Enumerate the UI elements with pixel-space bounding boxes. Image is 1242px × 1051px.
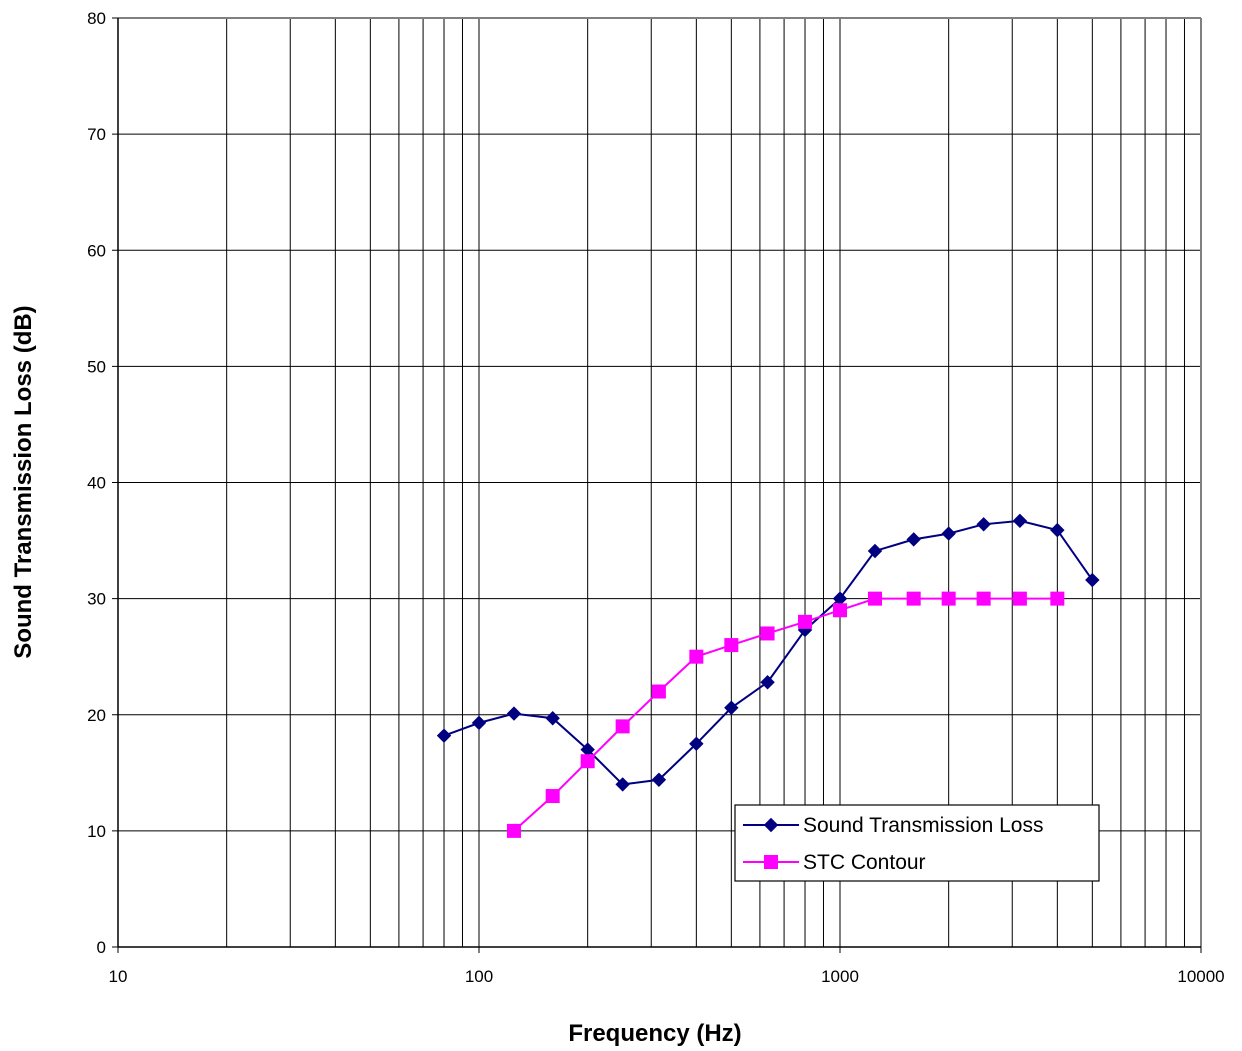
- square-marker: [506, 823, 521, 838]
- square-marker: [615, 719, 630, 734]
- square-marker: [689, 649, 704, 664]
- diamond-marker: [1085, 572, 1100, 588]
- plot-series: [436, 513, 1100, 838]
- diamond-marker: [976, 517, 991, 532]
- legend-item: STC Contour: [743, 851, 926, 874]
- diamond-marker: [1050, 522, 1065, 538]
- y-tick-label: 50: [87, 357, 106, 376]
- square-marker: [941, 591, 956, 606]
- legend-label: Sound Transmission Loss: [803, 814, 1043, 837]
- square-marker: [760, 626, 775, 641]
- square-marker: [1050, 591, 1065, 606]
- series-line: [443, 519, 1094, 786]
- square-marker: [651, 684, 666, 699]
- square-marker: [1012, 591, 1027, 606]
- square-marker: [580, 754, 595, 769]
- y-tick-label: 80: [87, 9, 106, 28]
- x-axis-title: Frequency (Hz): [568, 1020, 741, 1047]
- square-marker: [724, 638, 739, 653]
- y-tick-label: 20: [87, 706, 106, 725]
- diamond-marker: [941, 526, 956, 541]
- y-tick-label: 30: [87, 590, 106, 609]
- legend-item: Sound Transmission Loss: [743, 814, 1043, 837]
- diamond-marker: [545, 711, 560, 726]
- x-tick-label: 1000: [821, 967, 859, 986]
- diamond-marker: [867, 543, 883, 559]
- diamond-marker: [906, 532, 921, 547]
- series-sound-transmission-loss: [436, 513, 1100, 792]
- diamond-marker: [506, 706, 522, 721]
- legend: Sound Transmission Loss STC Contour: [734, 804, 1100, 882]
- y-tick-label: 0: [97, 938, 106, 957]
- x-tick-label: 10000: [1177, 967, 1224, 986]
- diamond-marker: [436, 728, 452, 743]
- legend-marker: [764, 855, 778, 869]
- series-stc-contour: [506, 591, 1065, 838]
- y-tick-label: 10: [87, 822, 106, 841]
- series-line: [513, 597, 1058, 832]
- square-marker: [867, 591, 882, 606]
- y-tick-label: 70: [87, 125, 106, 144]
- square-marker: [833, 603, 847, 618]
- square-marker: [976, 591, 991, 606]
- square-marker: [798, 614, 813, 629]
- diamond-marker: [615, 777, 630, 792]
- legend-marker: [763, 817, 779, 833]
- diamond-marker: [724, 700, 739, 715]
- y-axis-title: Sound Transmission Loss (dB): [10, 305, 37, 658]
- legend-box: [734, 804, 1100, 882]
- diamond-marker: [760, 675, 775, 690]
- x-tick-label: 100: [465, 967, 493, 986]
- y-tick-label: 60: [87, 241, 106, 260]
- legend-label: STC Contour: [803, 851, 926, 874]
- x-tick-label: 10: [109, 967, 128, 986]
- square-marker: [906, 591, 921, 606]
- diamond-marker: [651, 772, 667, 787]
- y-tick-label: 40: [87, 474, 106, 493]
- square-marker: [545, 789, 560, 804]
- diamond-marker: [689, 736, 704, 751]
- diamond-marker: [1012, 513, 1028, 529]
- diamond-marker: [471, 715, 487, 731]
